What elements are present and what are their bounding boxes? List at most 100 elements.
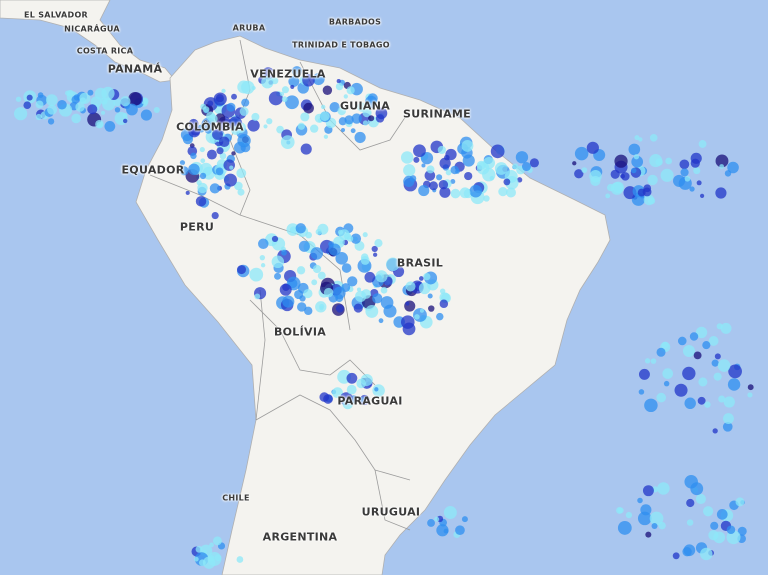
rain-cell xyxy=(71,113,81,124)
rain-cell xyxy=(436,312,444,321)
label-guiana: GUIANA xyxy=(339,99,391,113)
rain-cell xyxy=(450,188,461,199)
rain-cell xyxy=(300,143,312,155)
rain-cell xyxy=(87,104,98,115)
rain-cell xyxy=(329,101,340,113)
rain-cell xyxy=(298,240,310,252)
rain-cell xyxy=(610,169,620,179)
rain-cell xyxy=(303,288,313,299)
rain-cell xyxy=(642,485,654,497)
rain-cell xyxy=(727,161,739,174)
rain-cell xyxy=(631,155,644,168)
rain-cell xyxy=(506,187,516,198)
rain-cell xyxy=(216,147,224,155)
rain-cell xyxy=(346,86,355,95)
rain-cell xyxy=(140,109,152,121)
rain-cell xyxy=(312,72,325,86)
rain-cell xyxy=(126,103,138,116)
rain-cell xyxy=(237,188,245,196)
rain-cell xyxy=(437,145,446,155)
rain-cell xyxy=(114,111,128,126)
rain-cell xyxy=(303,102,314,114)
rain-cell xyxy=(413,144,426,158)
label-brasil: BRASIL xyxy=(396,256,444,270)
rain-cell xyxy=(304,306,313,316)
rain-cell xyxy=(418,282,431,295)
rain-cell xyxy=(319,111,330,122)
rain-cell xyxy=(261,75,274,89)
rain-cell xyxy=(490,144,505,159)
rain-cell xyxy=(208,114,218,124)
rain-cell xyxy=(686,519,694,526)
rain-cell xyxy=(663,380,670,387)
rain-cell xyxy=(185,190,190,195)
rain-cell xyxy=(223,159,235,171)
rain-cell xyxy=(572,161,577,166)
rain-cell xyxy=(87,89,94,96)
label-bolivia: BOLÍVIA xyxy=(273,325,327,339)
rain-cell xyxy=(14,107,28,121)
rain-cell xyxy=(630,167,637,174)
rain-cell xyxy=(207,555,215,562)
rain-cell xyxy=(340,127,346,133)
rain-cell xyxy=(726,525,736,535)
rain-cell xyxy=(128,92,142,106)
rain-cell xyxy=(423,272,431,281)
rain-cell xyxy=(279,91,285,97)
rain-cell xyxy=(383,304,397,318)
rain-cell xyxy=(23,101,32,109)
rain-cell xyxy=(297,122,306,130)
rain-cell xyxy=(104,120,116,132)
rain-cell xyxy=(682,344,695,357)
rain-cell xyxy=(617,521,632,535)
rain-cell xyxy=(665,157,673,165)
rain-cell xyxy=(332,387,343,399)
rain-cell xyxy=(727,378,741,391)
rain-cell xyxy=(590,175,601,187)
rain-cell xyxy=(356,287,362,292)
rain-cell xyxy=(464,171,473,181)
rain-cell xyxy=(236,168,247,179)
rain-cell xyxy=(368,115,375,122)
rain-cell xyxy=(699,193,705,198)
rain-cell xyxy=(362,120,369,126)
rain-cell xyxy=(302,73,315,87)
rain-cell xyxy=(374,387,379,392)
rain-cell xyxy=(198,559,206,567)
rain-cell xyxy=(282,295,295,308)
rain-cell xyxy=(328,243,341,256)
rain-cell xyxy=(75,102,85,112)
rain-cell xyxy=(682,366,696,381)
rain-cell xyxy=(443,506,457,520)
rain-cell xyxy=(512,163,519,170)
rain-cell xyxy=(188,163,200,176)
rain-cell xyxy=(268,91,283,106)
rain-cell xyxy=(274,272,282,280)
rain-cell xyxy=(209,183,221,194)
rain-cell xyxy=(35,100,44,109)
rain-cell xyxy=(337,106,346,116)
rain-cell xyxy=(211,211,219,220)
rain-cell xyxy=(199,146,205,153)
rain-cell xyxy=(372,293,383,304)
rain-cell xyxy=(698,377,708,387)
rain-cell xyxy=(700,547,713,561)
rain-cell xyxy=(728,364,742,379)
rain-cell xyxy=(231,151,236,156)
rain-cell xyxy=(204,126,212,134)
rain-cell xyxy=(371,245,378,253)
rain-cell xyxy=(359,396,366,403)
rain-cell xyxy=(190,152,197,160)
rain-cell xyxy=(461,516,468,523)
rain-cell xyxy=(716,509,728,520)
rain-cell xyxy=(414,314,420,320)
rain-cell xyxy=(231,93,237,100)
rain-cell xyxy=(226,102,236,112)
rain-cell xyxy=(300,112,310,122)
rain-cell xyxy=(114,107,121,113)
rain-cell xyxy=(651,523,658,530)
rain-cell xyxy=(317,271,326,280)
rain-cell xyxy=(35,113,42,121)
rain-cell xyxy=(47,118,55,125)
